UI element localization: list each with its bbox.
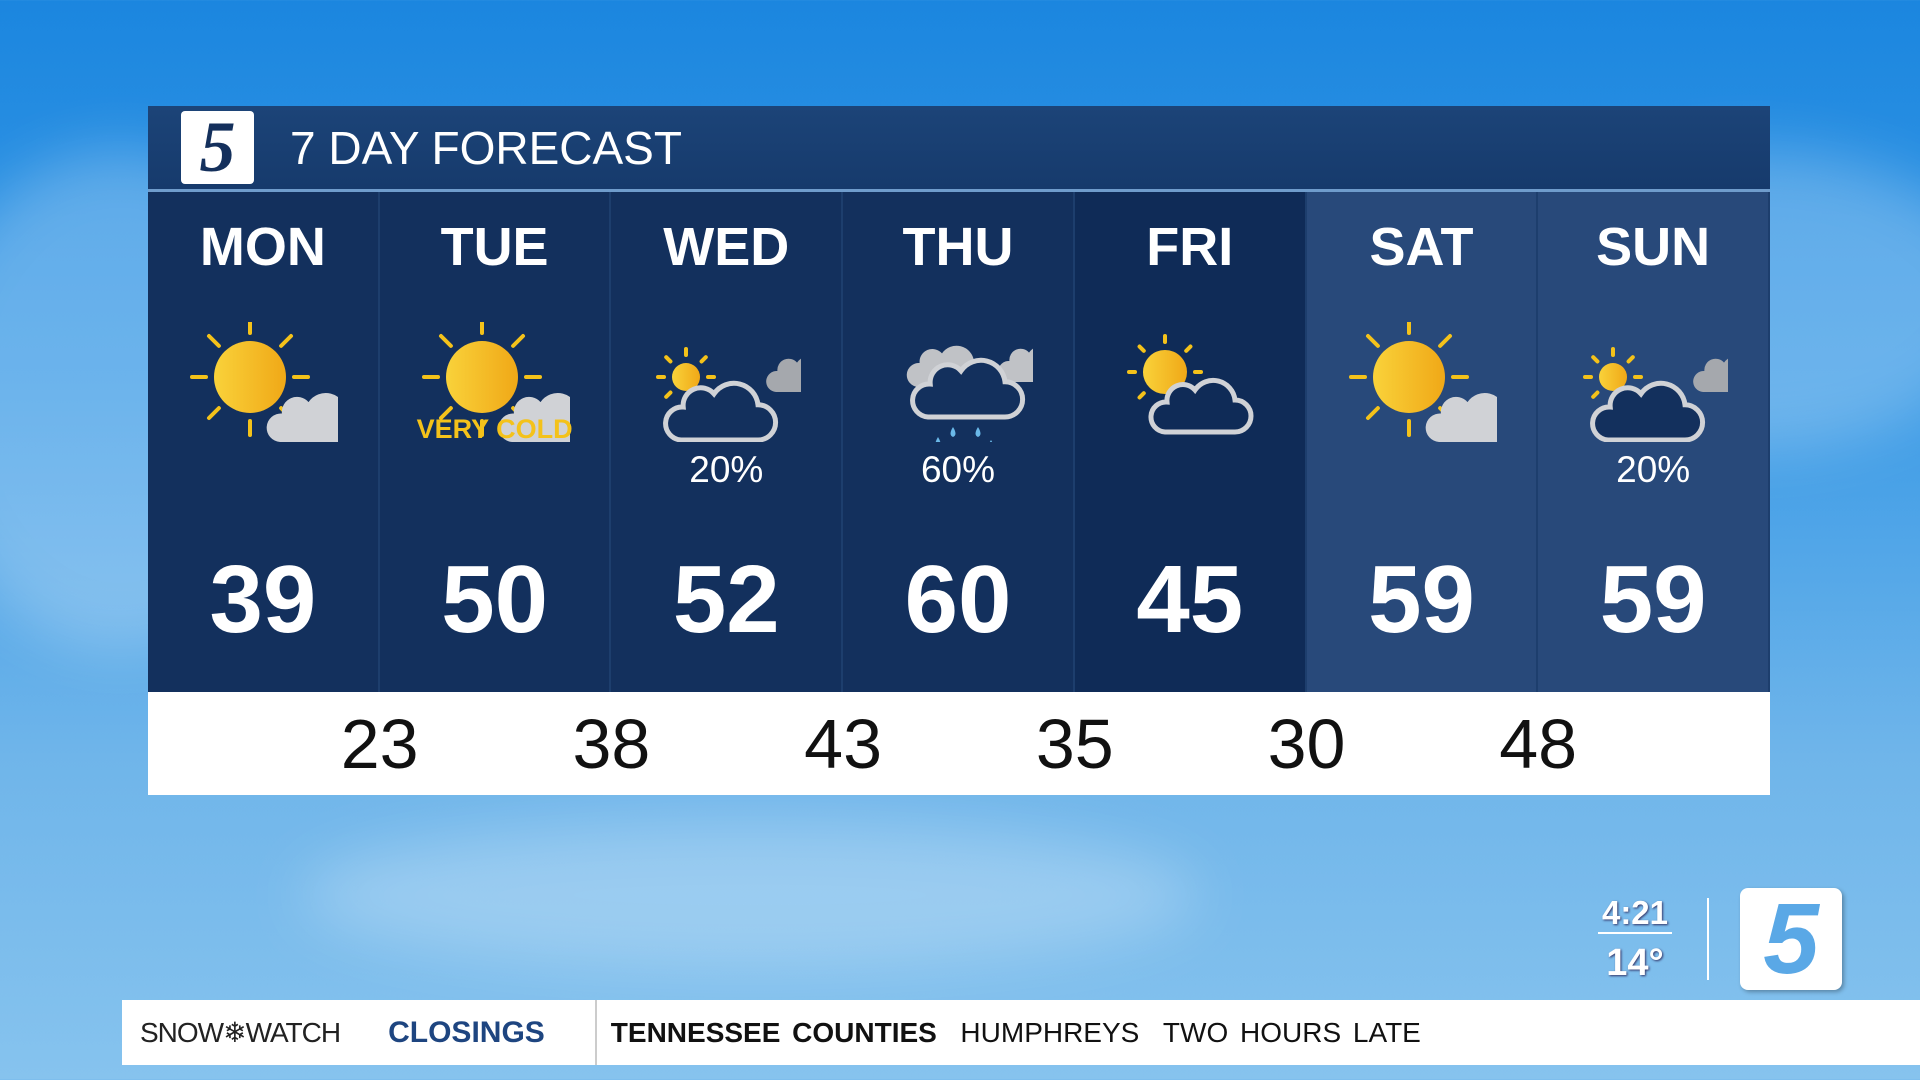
station-bug: 4:21 14° 5 (1590, 883, 1850, 995)
day-column-wed: WED 20% 52 (611, 192, 844, 692)
snow-watch-brand: SNOW❄WATCH (140, 1017, 341, 1048)
channel-logo-bug: 5 (1740, 883, 1842, 995)
high-temp: 60 (904, 546, 1012, 653)
day-name: MON (199, 217, 326, 277)
high-temp: 39 (209, 546, 317, 653)
day-column-fri: FRI 45 (1074, 192, 1307, 692)
low-temp: 35 (1035, 705, 1114, 783)
low-temp: 38 (572, 705, 651, 783)
ticker-region: TENNESSEE COUNTIES (610, 1016, 937, 1048)
day-column-thu: THU 60% 60 (843, 192, 1075, 692)
forecast-panel: 5 7 DAY FORECAST MON 39 TUE VERY COLD 50 W… (148, 106, 1771, 795)
sun-outline-cloud-icon (1126, 334, 1254, 435)
day-column-sun: SUN 20% 59 (1538, 192, 1771, 692)
low-temp: 48 (1499, 705, 1578, 783)
sun-cloud-icon (190, 322, 338, 442)
partly-cloudy-icon (1583, 347, 1729, 442)
low-temp: 23 (340, 705, 419, 783)
precip-chance: 60% (920, 449, 996, 490)
forecast-header: 5 7 DAY FORECAST (148, 106, 1770, 192)
day-column-tue: TUE VERY COLD 50 (379, 192, 612, 692)
page-title: 7 DAY FORECAST (290, 121, 682, 174)
low-temps-row: 23 38 43 35 30 48 (148, 692, 1770, 795)
sky-cloud (300, 820, 1200, 970)
channel-logo: 5 (181, 107, 254, 187)
closings-label: CLOSINGS (388, 1015, 545, 1049)
day-columns: MON 39 TUE VERY COLD 50 WED 20% 52 THU 60% … (148, 192, 1771, 692)
day-name: SAT (1369, 217, 1474, 277)
sun-cloud-icon (1348, 322, 1497, 442)
high-temp: 50 (441, 546, 548, 653)
low-temp: 30 (1267, 705, 1346, 783)
closings-ticker: SNOW❄WATCH CLOSINGS TENNESSEE COUNTIES H… (122, 1000, 1920, 1065)
high-temp: 52 (672, 546, 780, 653)
ticker-crawl: TENNESSEE COUNTIES HUMPHREYS TWO HOURS L… (611, 1017, 1421, 1049)
ticker-county: HUMPHREYS (960, 1016, 1140, 1048)
divider (594, 1000, 597, 1065)
day-note: VERY COLD (416, 414, 573, 444)
day-name: TUE (440, 217, 549, 277)
sun-cloud-icon (421, 322, 570, 442)
day-column-mon: MON 39 (148, 192, 380, 692)
current-temp: 14° (1606, 942, 1664, 984)
day-name: THU (902, 217, 1014, 277)
current-time: 4:21 (1598, 894, 1672, 934)
day-name: FRI (1146, 217, 1234, 277)
low-temp: 43 (804, 705, 883, 783)
high-temp: 59 (1368, 546, 1475, 653)
ticker-status: TWO HOURS LATE (1162, 1016, 1421, 1048)
partly-cloudy-icon (656, 347, 802, 442)
high-temp: 59 (1599, 546, 1707, 653)
day-column-sat: SAT 59 (1306, 192, 1539, 692)
day-name: WED (663, 217, 790, 277)
rain-cloud-icon (906, 345, 1034, 442)
precip-chance: 20% (689, 449, 764, 490)
precip-chance: 20% (1616, 449, 1691, 490)
divider (1707, 898, 1709, 980)
day-name: SUN (1596, 217, 1711, 277)
high-temp: 45 (1136, 546, 1244, 653)
